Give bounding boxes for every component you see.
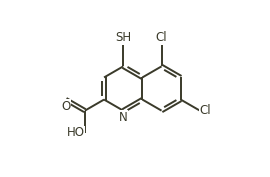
Text: SH: SH (115, 31, 131, 44)
Text: Cl: Cl (156, 31, 167, 44)
Text: HO: HO (67, 126, 85, 139)
Text: N: N (119, 111, 128, 124)
Text: Cl: Cl (200, 104, 211, 117)
Text: O: O (61, 99, 70, 113)
